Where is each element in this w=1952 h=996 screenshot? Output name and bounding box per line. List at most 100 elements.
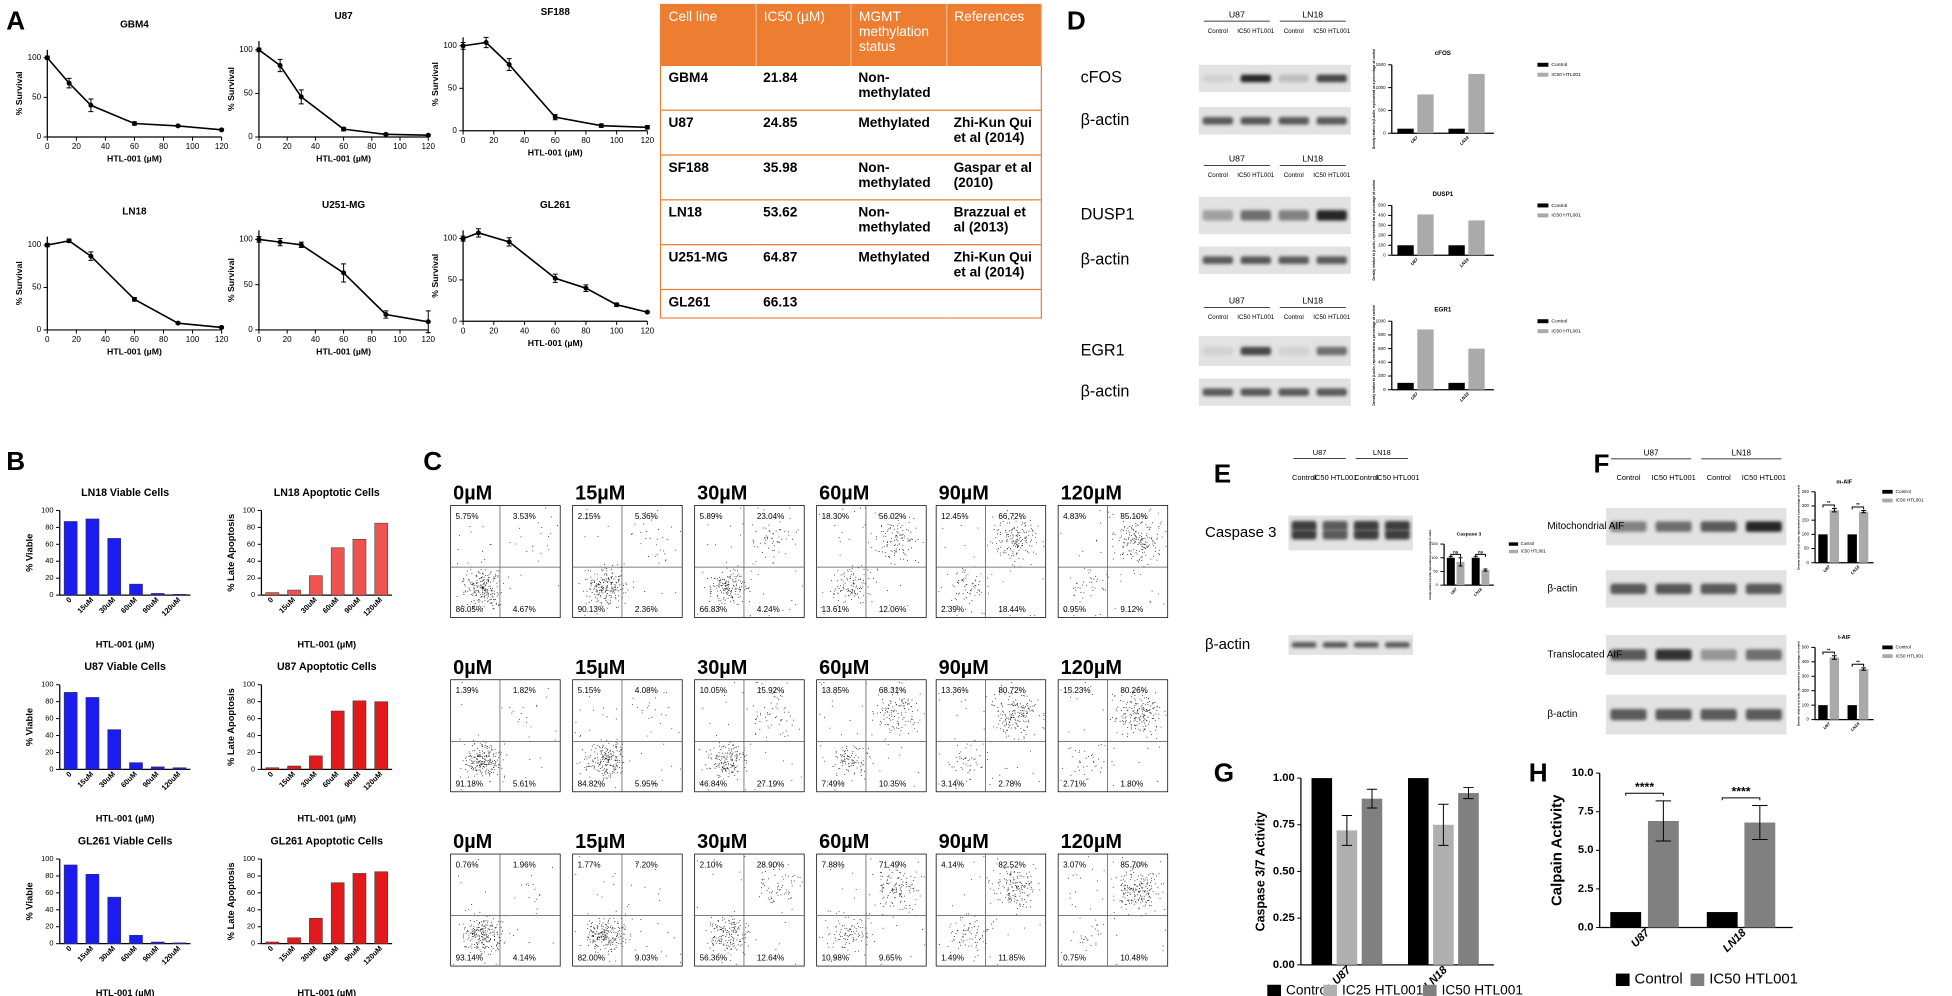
quadrant-percent: 4.08% bbox=[635, 686, 658, 695]
legend-swatch bbox=[1422, 984, 1437, 996]
concentration-label: 60µM bbox=[819, 657, 869, 679]
x-tick-label: 60uM bbox=[119, 770, 139, 790]
legend-swatch bbox=[1508, 542, 1519, 546]
quadrant-percent: 2.71% bbox=[1063, 779, 1086, 788]
flow-plot-frame bbox=[816, 679, 927, 793]
x-tick-label: 120 bbox=[215, 142, 229, 151]
legend-label: IC50 HTL001 bbox=[1551, 328, 1581, 334]
blot-row-label: cFOS bbox=[1081, 69, 1123, 87]
blot-band bbox=[1316, 116, 1347, 125]
bar bbox=[1818, 705, 1828, 720]
data-point bbox=[506, 239, 512, 245]
quadrant-percent: 0.75% bbox=[1063, 954, 1086, 963]
y-tick-label: 0 bbox=[248, 132, 253, 141]
blot-lane-label: IC50 HTL001 bbox=[1313, 28, 1351, 35]
bar bbox=[172, 767, 187, 770]
x-tick-label: LN18 bbox=[1459, 391, 1471, 403]
panel-label: G bbox=[1214, 757, 1234, 787]
bar bbox=[374, 871, 389, 944]
blot-group-label: U87 bbox=[1644, 448, 1659, 457]
data-point bbox=[383, 312, 389, 318]
blot-lane-label: Control bbox=[1284, 28, 1304, 35]
table-cell: Brazzual et al (2013) bbox=[946, 199, 1042, 245]
y-tick-label: 40 bbox=[45, 556, 53, 565]
flow-dots bbox=[459, 681, 557, 791]
y-tick-label: 50 bbox=[1804, 546, 1809, 551]
bar bbox=[1706, 912, 1738, 928]
chart-title: m-AIF bbox=[1836, 479, 1852, 485]
y-tick-label: 0 bbox=[1383, 252, 1386, 257]
x-tick-label: U87 bbox=[1449, 586, 1458, 595]
bar bbox=[1468, 73, 1485, 134]
flow-plot-frame bbox=[1057, 505, 1169, 618]
legend-swatch bbox=[1323, 984, 1338, 996]
x-tick-label: 40 bbox=[101, 335, 110, 344]
legend-swatch bbox=[1537, 72, 1549, 77]
legend-label: Control bbox=[1896, 489, 1911, 495]
bar bbox=[330, 882, 345, 944]
significance-bracket bbox=[1851, 506, 1865, 510]
blot-lane-label: IC50 HTL001 bbox=[1237, 314, 1275, 321]
y-tick-label: 7.5 bbox=[1578, 806, 1594, 818]
x-tick-label: U87 bbox=[1822, 564, 1831, 573]
table-cell: Gaspar et al (2010) bbox=[946, 154, 1042, 200]
chart-title: EGR1 bbox=[1434, 307, 1451, 314]
blot-band bbox=[1655, 649, 1692, 661]
bar bbox=[1468, 220, 1485, 256]
table-cell: Methylated bbox=[850, 109, 947, 156]
blot-band bbox=[1353, 642, 1379, 648]
x-tick-label: 60 bbox=[130, 335, 139, 344]
blot-lane-label: Control bbox=[1208, 28, 1228, 35]
data-point bbox=[175, 320, 181, 326]
x-axis-label: HTL-001 (µM) bbox=[528, 338, 583, 348]
y-tick-label: 0 bbox=[251, 590, 255, 599]
quadrant-percent: 5.15% bbox=[578, 686, 601, 695]
concentration-label: 15µM bbox=[575, 483, 625, 505]
data-line bbox=[47, 239, 222, 329]
table-cell: GBM4 bbox=[660, 64, 756, 111]
chart-title: LN18 Apoptotic Cells bbox=[274, 487, 380, 499]
legend-swatch bbox=[1508, 549, 1519, 554]
y-tick-label: 80 bbox=[45, 871, 53, 880]
data-table: Cell line IC50 (µM) MGMT methylation statu… bbox=[659, 3, 1042, 319]
significance-label: ** bbox=[1856, 502, 1860, 507]
quadrant-percent: 11.85% bbox=[998, 954, 1025, 963]
y-tick-label: 150 bbox=[1802, 517, 1810, 522]
x-tick-label: 0 bbox=[461, 326, 466, 335]
y-tick-label: 60 bbox=[247, 714, 255, 723]
blot-membrane bbox=[1288, 634, 1413, 655]
data-point bbox=[383, 131, 389, 137]
x-tick-label: 90uM bbox=[141, 944, 161, 964]
x-tick-label: 0 bbox=[64, 595, 73, 604]
table-cell: 21.84 bbox=[755, 64, 851, 111]
bar bbox=[107, 538, 122, 596]
y-tick-label: 0 bbox=[248, 325, 253, 334]
x-tick-label: 120 bbox=[215, 335, 229, 344]
table-cell: 24.85 bbox=[755, 109, 851, 156]
bar bbox=[352, 700, 367, 770]
table-cell: 53.62 bbox=[755, 199, 851, 245]
error-bar bbox=[1438, 803, 1449, 846]
x-tick-label: LN18 bbox=[1472, 586, 1483, 597]
blot-band bbox=[1240, 388, 1271, 397]
blot-group-label: U87 bbox=[1229, 154, 1245, 164]
chart-title: LN18 Viable Cells bbox=[81, 487, 169, 499]
y-tick-label: 0 bbox=[251, 764, 255, 773]
y-tick-label: 100 bbox=[41, 854, 53, 863]
data-point bbox=[341, 270, 347, 276]
x-axis-label: HTL-001 (µM) bbox=[297, 988, 356, 996]
error-bar bbox=[1341, 814, 1353, 846]
blot-band bbox=[1240, 210, 1271, 221]
quadrant-percent: 93.14% bbox=[456, 954, 483, 963]
table-cell: GL261 bbox=[660, 288, 756, 319]
blot-band bbox=[1278, 116, 1309, 125]
data-point bbox=[583, 285, 589, 291]
quadrant-percent: 5.89% bbox=[700, 512, 723, 521]
table-cell: LN18 bbox=[660, 199, 756, 245]
concentration-label: 90µM bbox=[939, 483, 989, 505]
y-tick-label: 60 bbox=[45, 539, 53, 548]
x-tick-label: U87 bbox=[1822, 721, 1831, 730]
y-tick-label: 100 bbox=[1802, 531, 1810, 536]
bar bbox=[1311, 778, 1333, 965]
x-tick-label: 120 bbox=[422, 142, 436, 151]
